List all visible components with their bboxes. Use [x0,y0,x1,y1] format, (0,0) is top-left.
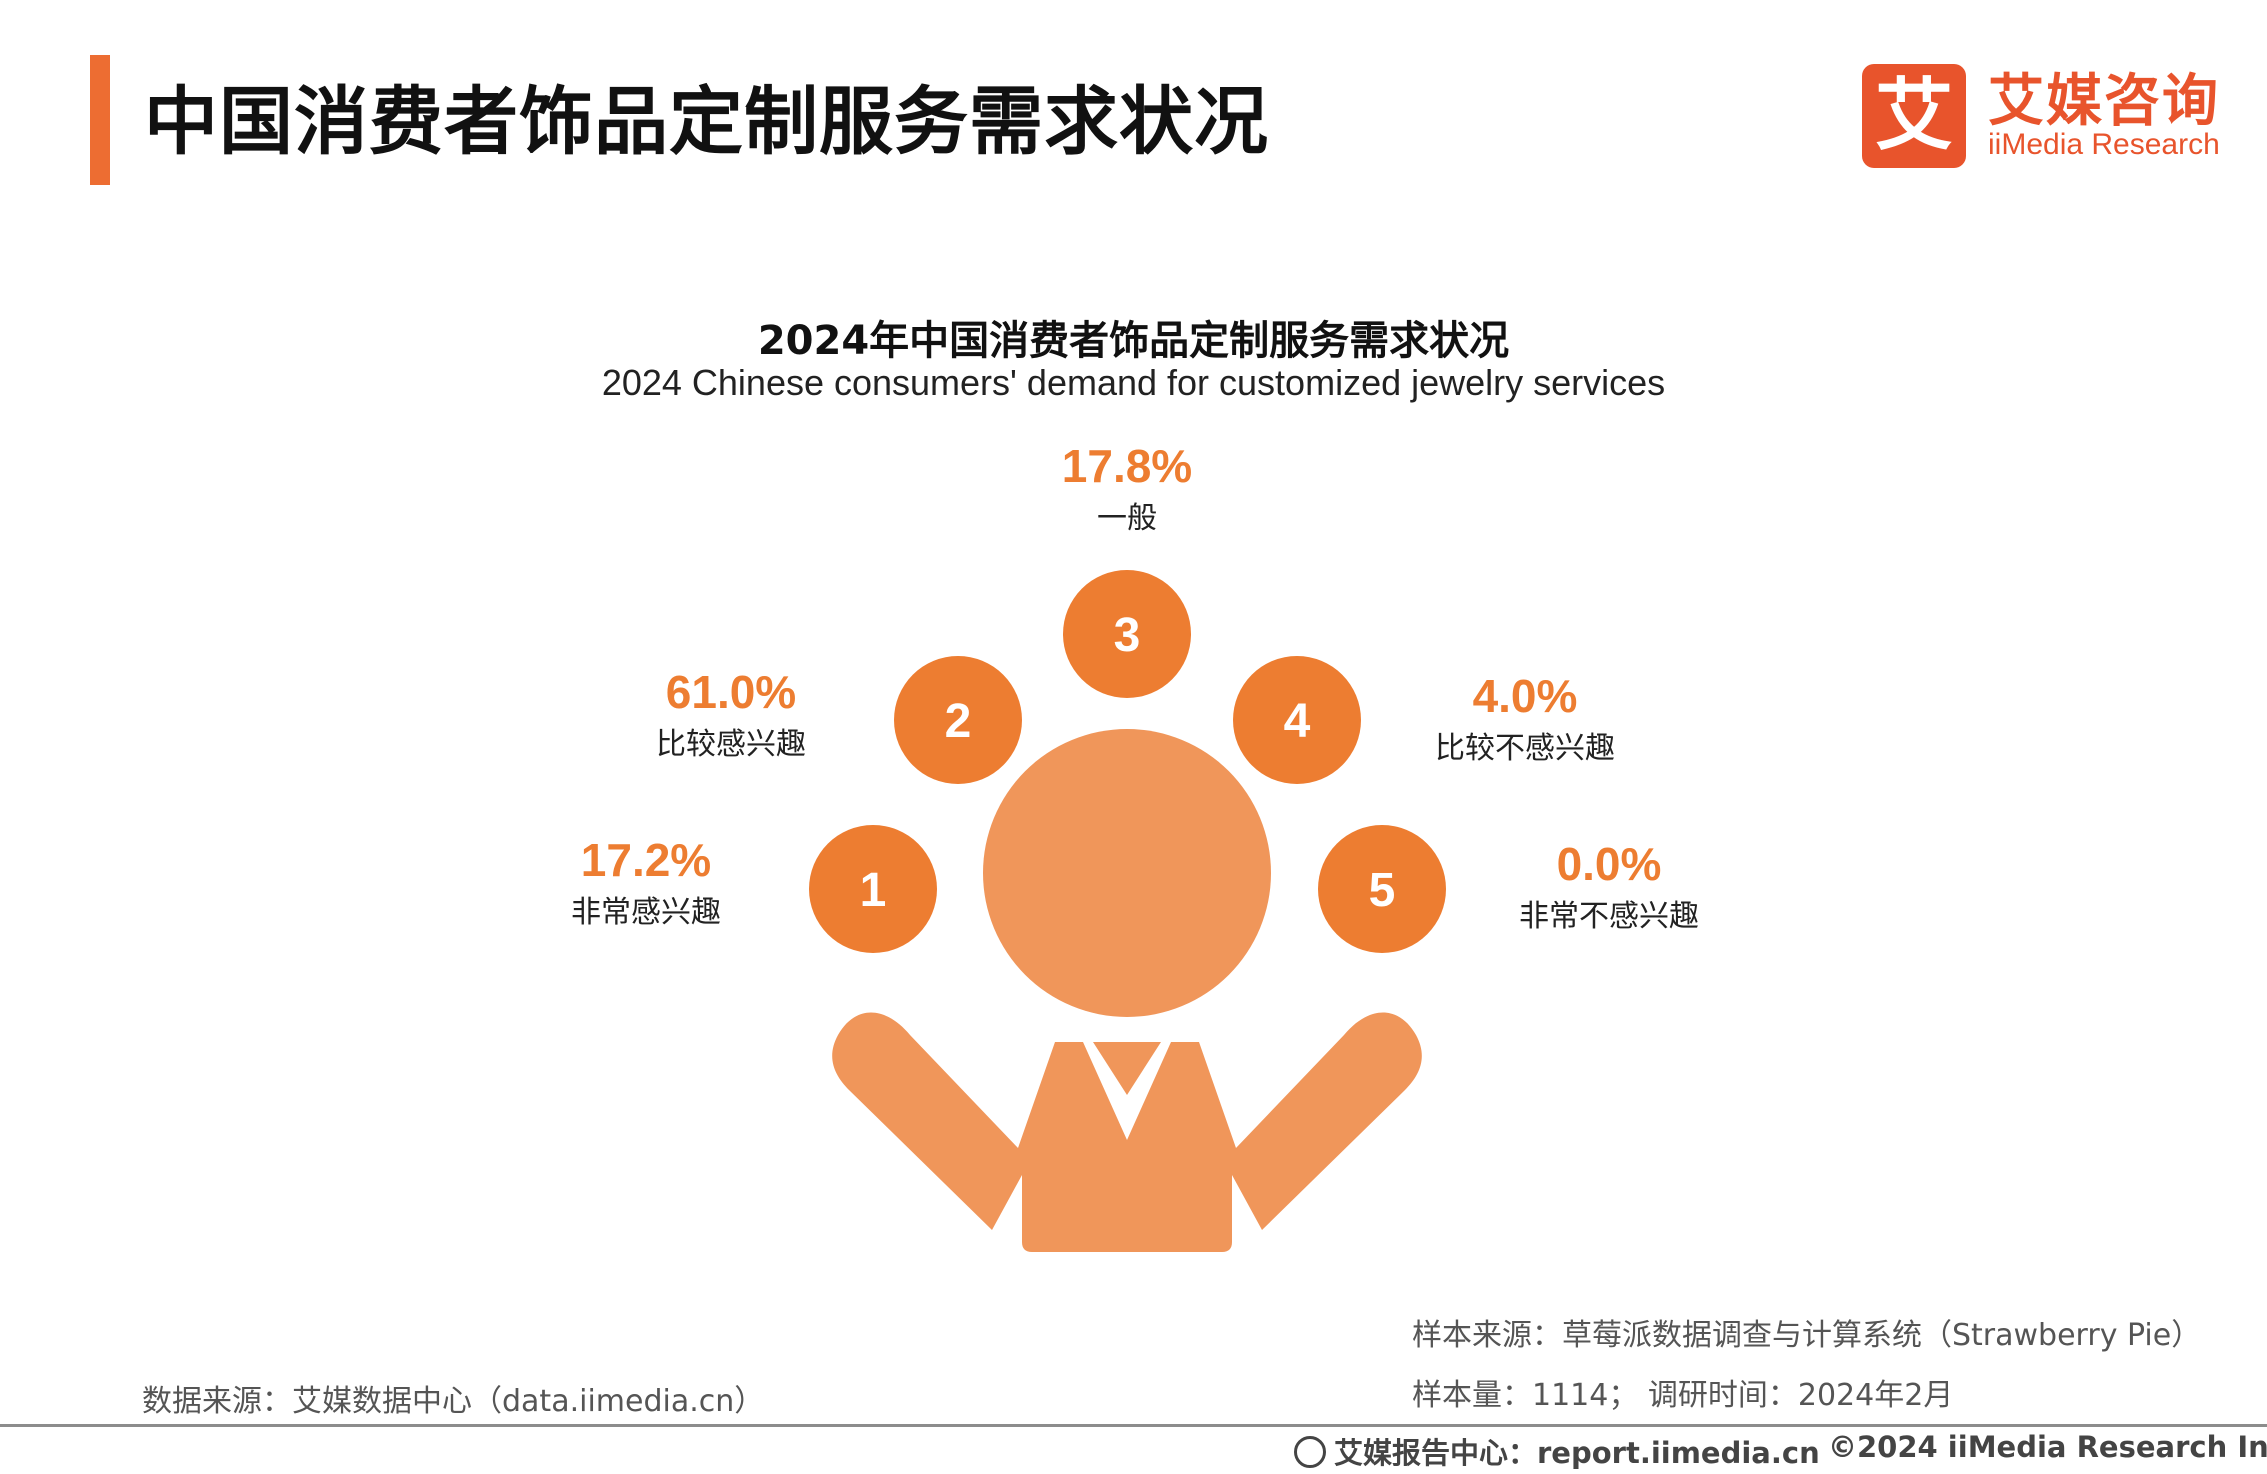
page-title: 中国消费者饰品定制服务需求状况 [144,79,1269,165]
value-label-5: 0.0% [1557,838,1662,890]
category-label-3: 一般 [1097,501,1157,536]
category-label-4: 比较不感兴趣 [1435,731,1615,766]
footer-divider [0,1424,2267,1427]
chart-marks: 1 17.2% 非常感兴趣 2 61.0% 比较感兴趣 3 17.8% 一般 4 4.0% 比较不感兴… [571,440,1699,953]
logo-en-text: iiMedia Research [1988,128,2220,161]
value-label-2: 61.0% [666,666,796,718]
category-circle-3 [1063,570,1191,698]
iimedia-logo: 艾 艾媒咨询 iiMedia Research [1862,62,2242,170]
value-label-4: 4.0% [1473,670,1578,722]
title-accent-bar [90,55,110,185]
category-circle-5 [1318,825,1446,953]
value-label-1: 17.2% [581,834,711,886]
report-center-text: 艾媒报告中心：report.iimedia.cn [1334,1436,1820,1470]
category-circle-4 [1233,656,1361,784]
category-number-3: 3 [1114,609,1141,662]
category-number-2: 2 [945,695,972,748]
chart-subtitle: 2024 Chinese consumers' demand for custo… [601,362,1666,403]
footer-report-center[interactable]: 艾媒报告中心：report.iimedia.cn [1294,1430,1820,1472]
chart-title: 2024年中国消费者饰品定制服务需求状况 [757,318,1510,364]
data-source: 数据来源：艾媒数据中心（data.iimedia.cn） [142,1384,765,1419]
category-number-4: 4 [1284,695,1311,748]
logo-mark: 艾 [1862,64,1966,168]
category-circle-2 [894,656,1022,784]
category-label-5: 非常不感兴趣 [1519,899,1699,934]
category-label-1: 非常感兴趣 [571,895,721,930]
category-circle-1 [809,825,937,953]
footer-copyright: ©2024 iiMedia Research Inc [1828,1430,2267,1464]
person-body [832,1012,1422,1252]
logo-cn-text: 艾媒咨询 [1988,69,2220,134]
category-number-5: 5 [1369,864,1396,917]
person-collar [1093,1042,1161,1095]
value-label-3: 17.8% [1062,440,1192,492]
person-head [983,729,1271,1017]
sample-size: 样本量：1114； 调研时间：2024年2月 [1412,1378,1954,1413]
sample-source: 样本来源：草莓派数据调查与计算系统（Strawberry Pie） [1412,1318,2202,1353]
globe-icon [1294,1436,1326,1468]
category-number-1: 1 [860,864,887,917]
category-label-2: 比较感兴趣 [656,727,806,762]
person-illustration [832,729,1422,1252]
